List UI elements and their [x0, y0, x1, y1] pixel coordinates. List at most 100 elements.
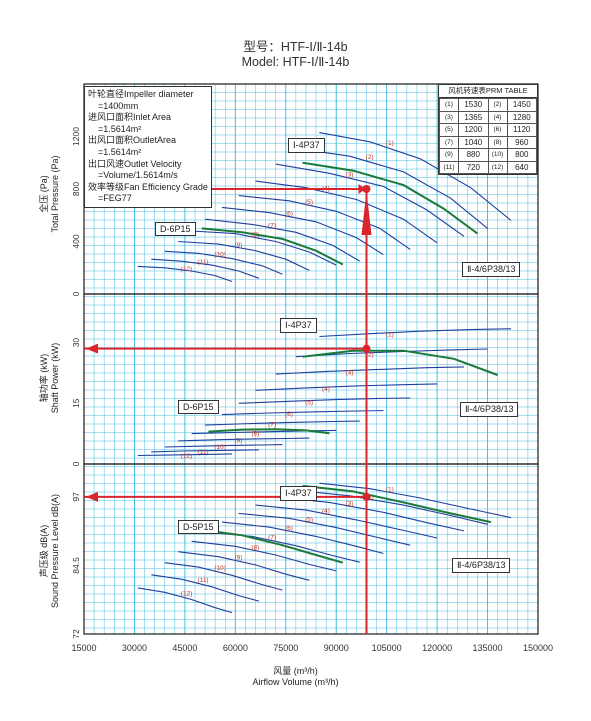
- speed-label: (1): [386, 140, 394, 147]
- speed-label: (6): [285, 525, 293, 532]
- x-tick-label: 30000: [122, 643, 147, 653]
- performance-curve: [151, 574, 260, 602]
- y-tick-label: 15: [71, 398, 81, 408]
- speed-label: (1): [386, 487, 394, 494]
- spec-velocity-value: =Volume/1.5614m/s: [98, 170, 178, 181]
- rpm-key: (4): [487, 110, 508, 124]
- power-callout-i4p37: Ⅰ-4P37: [280, 318, 317, 333]
- pressure-callout-d6p15: D-6P15: [155, 222, 196, 236]
- performance-curve: [255, 180, 438, 244]
- speed-label: (12): [181, 453, 193, 460]
- pressure-axis-label-en: Total Pressure (Pa): [50, 155, 60, 233]
- speed-label: (1): [386, 332, 394, 339]
- table-row: (9) 880 (10) 800: [439, 148, 537, 162]
- speed-label: (10): [214, 444, 226, 451]
- table-row: (7) 1040 (8) 960: [439, 135, 537, 149]
- table-row: (3) 1365 (4) 1280: [439, 110, 537, 124]
- performance-curve: [238, 397, 411, 404]
- pressure-callout-i4p37: Ⅰ-4P37: [288, 138, 325, 153]
- spec-grade-label: 效率等级Fan Efficiency Grade: [88, 181, 208, 192]
- x-tick-label: 120000: [422, 643, 452, 653]
- rpm-value: 800: [506, 148, 537, 162]
- speed-label: (11): [198, 577, 209, 584]
- performance-curve: [191, 230, 337, 266]
- highlighted-curve: [302, 161, 479, 235]
- spec-velocity-label: 出口风速Outlet Velocity: [88, 158, 182, 169]
- highlighted-curve: [302, 349, 498, 376]
- noise-axis-label-cn: 声压级 dB(A): [39, 524, 49, 578]
- rpm-value: 720: [458, 160, 489, 174]
- performance-curve: [164, 444, 283, 448]
- performance-curve: [275, 163, 465, 237]
- rpm-value: 1365: [458, 110, 489, 124]
- rpm-value: 960: [506, 135, 537, 149]
- table-row: (11) 720 (12) 640: [439, 160, 537, 174]
- performance-curve: [205, 420, 360, 426]
- y-tick-label: 84.5: [71, 557, 81, 574]
- speed-label: (12): [181, 590, 193, 597]
- title-block: 型号：HTF-Ⅰ/Ⅱ-14b Model: HTF-Ⅰ/Ⅱ-14b: [0, 40, 591, 70]
- performance-curve: [137, 453, 233, 457]
- rpm-value: 1120: [506, 123, 537, 137]
- operating-point-markers: [84, 184, 372, 634]
- power-callout-d6p15: D-6P15: [178, 400, 219, 414]
- performance-curve: [221, 206, 384, 256]
- x-tick-label: 90000: [324, 643, 349, 653]
- performance-curves: (1)(2)(3)(4)(5)(6)(7)(8)(9)(10)(11)(12)(…: [137, 132, 512, 614]
- performance-curve: [164, 250, 283, 275]
- rpm-value: 1040: [458, 135, 489, 149]
- performance-curve: [238, 195, 411, 250]
- speed-label: (6): [285, 211, 293, 218]
- performance-curve: [191, 429, 337, 435]
- speed-label: (12): [181, 266, 193, 273]
- speed-label: (4): [322, 386, 330, 393]
- y-tick-label: 0: [71, 461, 81, 466]
- rpm-value: 1280: [506, 110, 537, 124]
- speed-label: (11): [198, 259, 209, 266]
- performance-curve: [255, 383, 438, 391]
- power-callout-ii46p38: Ⅱ-4/6P38/13: [460, 402, 519, 417]
- highlighted-curve: [208, 428, 330, 435]
- performance-curve: [164, 562, 283, 591]
- rpm-value: 1530: [458, 98, 489, 112]
- performance-curve: [151, 258, 260, 279]
- performance-curve: [205, 218, 361, 262]
- x-tick-label: 75000: [273, 643, 298, 653]
- speed-label: (10): [214, 251, 226, 258]
- highlighted-curve: [302, 484, 492, 524]
- noise-callout-i4p37: Ⅰ-4P37: [280, 486, 317, 501]
- model-title-en: Model: HTF-Ⅰ/Ⅱ-14b: [241, 55, 350, 69]
- x-tick-label: 15000: [71, 643, 96, 653]
- fan-spec-box: 叶轮直径Impeller diameter =1400mm 进风口面积Inlet…: [84, 86, 212, 208]
- speed-label: (7): [268, 422, 276, 429]
- y-tick-label: 400: [71, 234, 81, 248]
- rpm-value: 640: [506, 160, 537, 174]
- rpm-key: (12): [487, 160, 508, 174]
- table-row: (5) 1200 (6) 1120: [439, 123, 537, 137]
- rpm-value: 1200: [458, 123, 489, 137]
- rpm-table-title: 风机转速表PRM TABLE: [439, 85, 537, 98]
- performance-curve: [151, 449, 259, 453]
- spec-impeller-value: =1400mm: [98, 100, 139, 111]
- rpm-key: (6): [487, 123, 508, 137]
- power-axis-label-en: Shaft Power (kW): [50, 342, 60, 414]
- rpm-table: 风机转速表PRM TABLE (1) 1530 (2) 1450 (3) 136…: [438, 84, 538, 175]
- performance-curve: [178, 551, 310, 581]
- speed-label: (2): [366, 154, 374, 161]
- rpm-value: 1450: [506, 98, 537, 112]
- operating-arrowhead: [86, 491, 98, 502]
- speed-label: (3): [345, 369, 353, 376]
- noise-callout-d5p15: D-5P15: [178, 520, 219, 534]
- rpm-key: (1): [439, 98, 459, 112]
- performance-curve: [295, 489, 488, 525]
- spec-impeller-label: 叶轮直径Impeller diameter: [88, 89, 194, 99]
- speed-label: (5): [305, 516, 313, 523]
- spec-outlet-value: =1.5614m²: [98, 146, 142, 157]
- performance-curve: [319, 328, 512, 338]
- rpm-key: (5): [439, 123, 459, 137]
- spec-inlet-value: =1.5614m²: [98, 123, 142, 134]
- performance-curve: [275, 366, 465, 375]
- x-tick-label: 105000: [372, 643, 402, 653]
- pressure-axis-label: 全压 (Pa) Total Pressure (Pa): [39, 114, 61, 274]
- panel-frame: [83, 463, 539, 635]
